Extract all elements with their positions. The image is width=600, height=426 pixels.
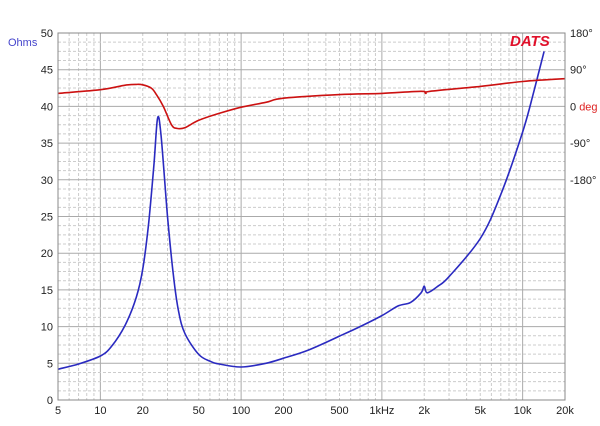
x-tick-label: 1kHz <box>369 405 394 417</box>
x-tick-label: 100 <box>232 405 250 417</box>
y-tick-label: 15 <box>41 285 53 297</box>
y-tick-label: 45 <box>41 65 53 77</box>
grid <box>57 32 566 401</box>
x-tick-label: 200 <box>274 405 292 417</box>
y2-tick-label: -180° <box>570 175 596 187</box>
y-tick-label: 0 <box>47 395 53 407</box>
x-axis: 5 10 20 50 100 200 500 1kHz 2k 5k 10k 20k <box>55 405 574 417</box>
y2-axis: 180° 90° 0 deg -90° -180° <box>570 28 598 187</box>
y2-tick-label: 90° <box>570 65 587 77</box>
y-tick-label: 50 <box>41 28 53 40</box>
x-tick-label: 10 <box>94 405 106 417</box>
x-tick-label: 2k <box>418 405 430 417</box>
x-tick-label: 20 <box>137 405 149 417</box>
y2-tick-label: 180° <box>570 28 593 40</box>
y-tick-label: 20 <box>41 248 53 260</box>
y-tick-label: 35 <box>41 138 53 150</box>
x-tick-label: 10k <box>514 405 532 417</box>
y-tick-label: 25 <box>41 212 53 224</box>
x-tick-label: 50 <box>193 405 205 417</box>
series-layer <box>57 51 566 370</box>
plot-frame <box>57 32 566 401</box>
y2-tick-label: 0 deg <box>570 101 598 113</box>
y2-tick-label: -90° <box>570 138 590 150</box>
x-tick-label: 5k <box>474 405 486 417</box>
x-tick-label: 20k <box>556 405 574 417</box>
y-tick-label: 5 <box>47 358 53 370</box>
impedance-curve <box>57 51 545 370</box>
phase-curve <box>57 77 566 130</box>
y-tick-label: 10 <box>41 322 53 334</box>
x-tick-label: 500 <box>330 405 348 417</box>
y-axis: 0 5 10 15 20 25 30 35 40 45 50 <box>41 28 53 407</box>
dats-logo: DATS <box>510 33 550 50</box>
y-tick-label: 30 <box>41 175 53 187</box>
x-tick-label: 5 <box>55 405 61 417</box>
y-tick-label: 40 <box>41 101 53 113</box>
y-axis-label: Ohms <box>8 37 38 49</box>
